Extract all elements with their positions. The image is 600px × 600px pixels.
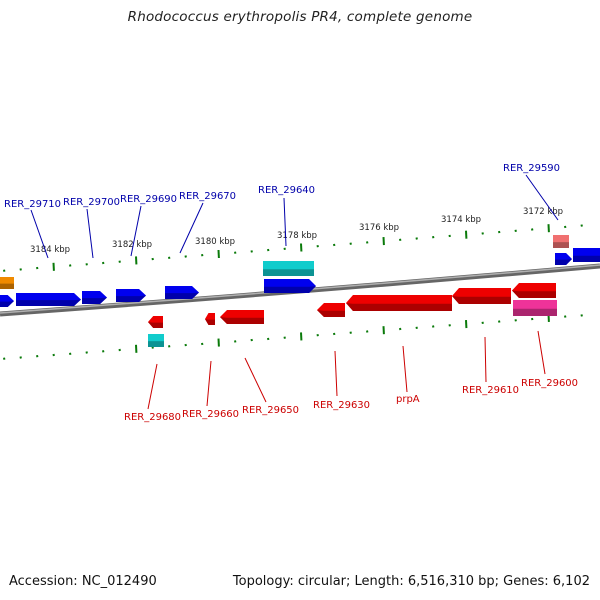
leader-line bbox=[179, 202, 204, 254]
reverse-gene-shade bbox=[317, 310, 345, 317]
topology-text: Topology: circular; Length: 6,516,310 bp… bbox=[232, 574, 590, 589]
reverse-gene-shade bbox=[148, 322, 163, 328]
scale-label: 3174 kbp bbox=[441, 215, 481, 225]
feature-cyan-shade bbox=[148, 341, 164, 347]
leader-line bbox=[283, 197, 287, 247]
forward-gene-shade bbox=[165, 292, 199, 299]
gene-label-forward: RER_29690 bbox=[120, 194, 177, 205]
leader-line bbox=[525, 174, 559, 221]
scale-label: 3182 kbp bbox=[112, 240, 152, 250]
gene-label-reverse: RER_29610 bbox=[462, 385, 519, 396]
feature-salmon-shade bbox=[553, 242, 569, 248]
reverse-gene-shade bbox=[452, 296, 511, 304]
reverse-gene-shade bbox=[220, 317, 264, 324]
reverse-gene-shade bbox=[346, 303, 452, 311]
gene-label-reverse: RER_29660 bbox=[182, 409, 239, 420]
reverse-gene-labels: RER_29680 RER_29660 RER_29650 RER_29630 prpA… bbox=[124, 378, 578, 423]
scale-label: 3184 kbp bbox=[30, 245, 70, 255]
accession-text: Accession: NC_012490 bbox=[9, 574, 157, 589]
leader-line bbox=[130, 205, 142, 257]
gene-label-forward: RER_29590 bbox=[503, 163, 560, 174]
feature-orange-shade bbox=[0, 283, 14, 289]
leader-line bbox=[147, 363, 158, 410]
leader-line bbox=[206, 360, 212, 407]
forward-gene-shade bbox=[16, 299, 81, 306]
feature-cyan-shade bbox=[263, 269, 314, 276]
leader-line bbox=[334, 350, 338, 397]
genome-title: Rhodococcus erythropolis PR4, complete g… bbox=[127, 9, 473, 25]
leader-line bbox=[402, 345, 408, 393]
forward-gene-shade bbox=[264, 286, 316, 293]
gene-label-forward: RER_29710 bbox=[4, 199, 61, 210]
gene-label-reverse: RER_29650 bbox=[242, 405, 299, 416]
forward-gene-shade bbox=[82, 297, 107, 304]
gene-label-forward: RER_29700 bbox=[63, 197, 120, 208]
inner-scale-ticks bbox=[3, 313, 583, 360]
feature-pink-shade bbox=[513, 308, 557, 316]
leader-line bbox=[484, 336, 487, 383]
gene-label-reverse: prpA bbox=[396, 394, 420, 405]
scale-labels: 3184 kbp 3182 kbp 3180 kbp 3178 kbp 3176 kbp… bbox=[30, 207, 563, 255]
outer-scale-ticks bbox=[3, 224, 583, 272]
gene-label-forward: RER_29640 bbox=[258, 185, 315, 196]
gene-label-reverse: RER_29680 bbox=[124, 412, 181, 423]
leader-line bbox=[537, 330, 546, 375]
scale-label: 3180 kbp bbox=[195, 237, 235, 247]
forward-gene-labels: RER_29710 RER_29700 RER_29690 RER_29670 RER_… bbox=[4, 163, 560, 210]
gene-features bbox=[0, 235, 600, 347]
forward-gene-shade bbox=[0, 301, 14, 307]
gene-label-reverse: RER_29630 bbox=[313, 400, 370, 411]
leader-line bbox=[30, 209, 49, 259]
gene-label-reverse: RER_29600 bbox=[521, 378, 578, 389]
scale-label: 3176 kbp bbox=[359, 223, 399, 233]
reverse-gene-shade bbox=[205, 319, 215, 325]
scale-label: 3172 kbp bbox=[523, 207, 563, 217]
leader-line bbox=[86, 208, 94, 259]
leader-line bbox=[244, 357, 267, 403]
forward-gene-shade bbox=[555, 259, 572, 265]
forward-gene-shade bbox=[573, 255, 600, 262]
gene-label-forward: RER_29670 bbox=[179, 191, 236, 202]
forward-gene-shade bbox=[116, 295, 146, 302]
label-leader-lines bbox=[30, 174, 559, 410]
reverse-gene-shade bbox=[512, 290, 556, 298]
scale-label: 3178 kbp bbox=[277, 231, 317, 241]
